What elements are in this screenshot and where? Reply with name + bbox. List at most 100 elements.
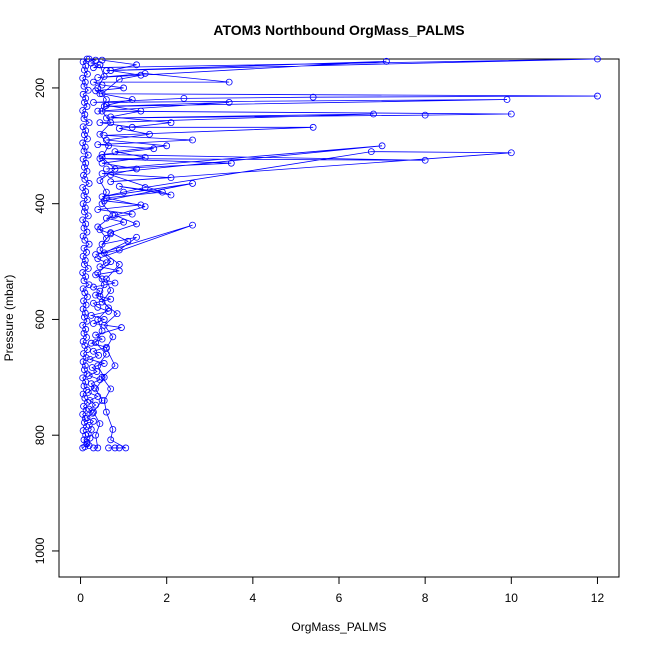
x-tick-label: 12: [591, 591, 605, 605]
data-point: [120, 188, 128, 196]
data-point: [92, 251, 100, 259]
data-point: [79, 200, 87, 208]
data-point: [98, 275, 106, 283]
data-point: [94, 74, 102, 81]
data-point: [81, 362, 89, 370]
data-point: [94, 84, 102, 92]
data-point: [133, 61, 140, 69]
data-point: [79, 444, 87, 452]
data-point: [79, 285, 87, 293]
data-point: [133, 233, 140, 241]
data-point: [141, 70, 149, 77]
data-point: [79, 155, 87, 163]
data-point: [84, 86, 92, 94]
data-point: [90, 64, 97, 72]
data-point: [225, 99, 233, 106]
data-point: [81, 261, 88, 268]
data-point: [92, 331, 100, 339]
data-point: [102, 114, 110, 122]
data-point: [90, 99, 97, 106]
y-axis: 200 400 600 800 1000: [33, 78, 60, 564]
data-point: [80, 350, 87, 357]
data-point: [115, 182, 123, 190]
data-point: [89, 409, 96, 417]
data-point: [81, 175, 89, 183]
data-point: [81, 236, 89, 244]
data-point: [227, 159, 235, 167]
data-point: [79, 269, 87, 276]
data-point: [94, 362, 102, 370]
data-point: [84, 196, 91, 204]
data-point: [84, 265, 92, 272]
data-point: [90, 78, 97, 86]
data-point: [111, 211, 119, 219]
data-point: [94, 255, 102, 263]
data-point: [85, 281, 93, 289]
data-point: [309, 93, 317, 101]
data-point: [92, 339, 100, 347]
series-line-2: [82, 58, 90, 449]
data-point: [98, 107, 106, 115]
data-point: [98, 397, 106, 404]
data-point: [109, 426, 117, 433]
x-tick-label: 8: [422, 591, 429, 605]
data-point: [158, 188, 166, 196]
data-point: [81, 289, 89, 297]
y-axis-label: Pressure (mbar): [2, 275, 16, 362]
data-point: [90, 444, 97, 452]
data-point: [86, 355, 94, 363]
data-point: [79, 123, 87, 131]
data-point: [90, 283, 97, 291]
data-point: [167, 174, 175, 182]
data-point: [80, 115, 88, 123]
data-point: [370, 110, 377, 118]
data-point: [87, 339, 95, 347]
data-point: [102, 350, 110, 358]
data-point: [84, 151, 92, 159]
data-point: [98, 170, 106, 178]
data-point: [100, 373, 108, 381]
data-point: [96, 246, 104, 254]
x-tick-label: 2: [163, 591, 170, 605]
data-point: [80, 329, 88, 337]
data-point: [80, 382, 88, 390]
data-point: [189, 136, 196, 144]
data-point: [98, 335, 106, 343]
data-point: [107, 119, 115, 127]
data-point: [90, 417, 97, 425]
data-point: [90, 299, 97, 307]
data-point: [79, 374, 87, 382]
y-tick-label: 200: [33, 78, 47, 98]
data-point: [90, 347, 97, 355]
data-point: [124, 237, 132, 245]
data-point: [107, 295, 115, 303]
data-point: [167, 119, 175, 127]
x-tick-label: 10: [505, 591, 519, 605]
series-line-4: [92, 64, 116, 449]
x-axis-label: OrgMass_PALMS: [291, 620, 386, 634]
data-point: [81, 204, 89, 212]
data-point: [80, 297, 87, 305]
data-point: [90, 320, 97, 327]
data-point: [225, 78, 233, 86]
data-point: [120, 84, 128, 92]
data-point: [102, 235, 110, 242]
data-point: [163, 142, 171, 150]
data-point: [180, 94, 188, 102]
data-point: [80, 82, 88, 90]
data-point: [167, 191, 175, 199]
data-point: [81, 394, 89, 402]
data-point: [111, 148, 119, 156]
plot-frame: [58, 58, 620, 578]
data-point: [96, 130, 104, 138]
y-tick-label: 800: [33, 425, 47, 445]
data-point: [79, 410, 87, 418]
data-point: [115, 125, 123, 132]
data-point: [80, 224, 88, 232]
data-point: [92, 291, 100, 299]
data-point: [113, 310, 121, 318]
data-point: [96, 292, 104, 300]
data-point: [107, 287, 115, 294]
data-point: [81, 309, 89, 317]
y-tick-label: 400: [33, 193, 47, 213]
